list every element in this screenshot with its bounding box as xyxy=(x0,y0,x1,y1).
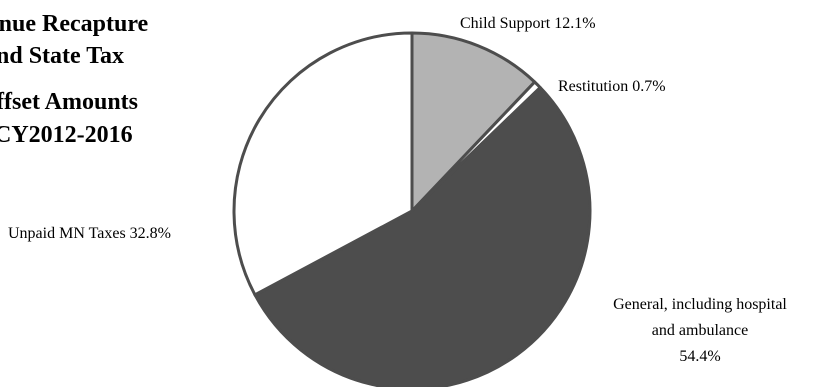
slice-label-restitution: Restitution 0.7% xyxy=(558,78,666,95)
slice-general xyxy=(253,86,592,387)
slice-label-general-line-1: General, including hospital xyxy=(613,296,787,313)
slice-label-general-line-2: and ambulance xyxy=(652,322,748,339)
chart-title-line-2: nd State Tax xyxy=(0,43,124,69)
slice-label-unpaid-mn-taxes: Unpaid MN Taxes 32.8% xyxy=(8,225,171,242)
slice-child-support xyxy=(410,31,537,213)
slice-unpaid-mn-taxes xyxy=(232,31,414,297)
chart-title-line-1: enue Recapture xyxy=(0,11,149,37)
slice-labels: Child Support 12.1% Restitution 0.7% Gen… xyxy=(8,15,787,365)
pie-slices xyxy=(232,31,592,387)
slice-label-general-line-3: 54.4% xyxy=(679,348,720,365)
chart-title-line-3: ffset Amounts xyxy=(0,89,138,115)
slice-label-child-support: Child Support 12.1% xyxy=(460,15,596,32)
chart-title-line-4: CY2012-2016 xyxy=(0,122,133,148)
chart-title: enue Recapture nd State Tax ffset Amount… xyxy=(0,11,149,148)
